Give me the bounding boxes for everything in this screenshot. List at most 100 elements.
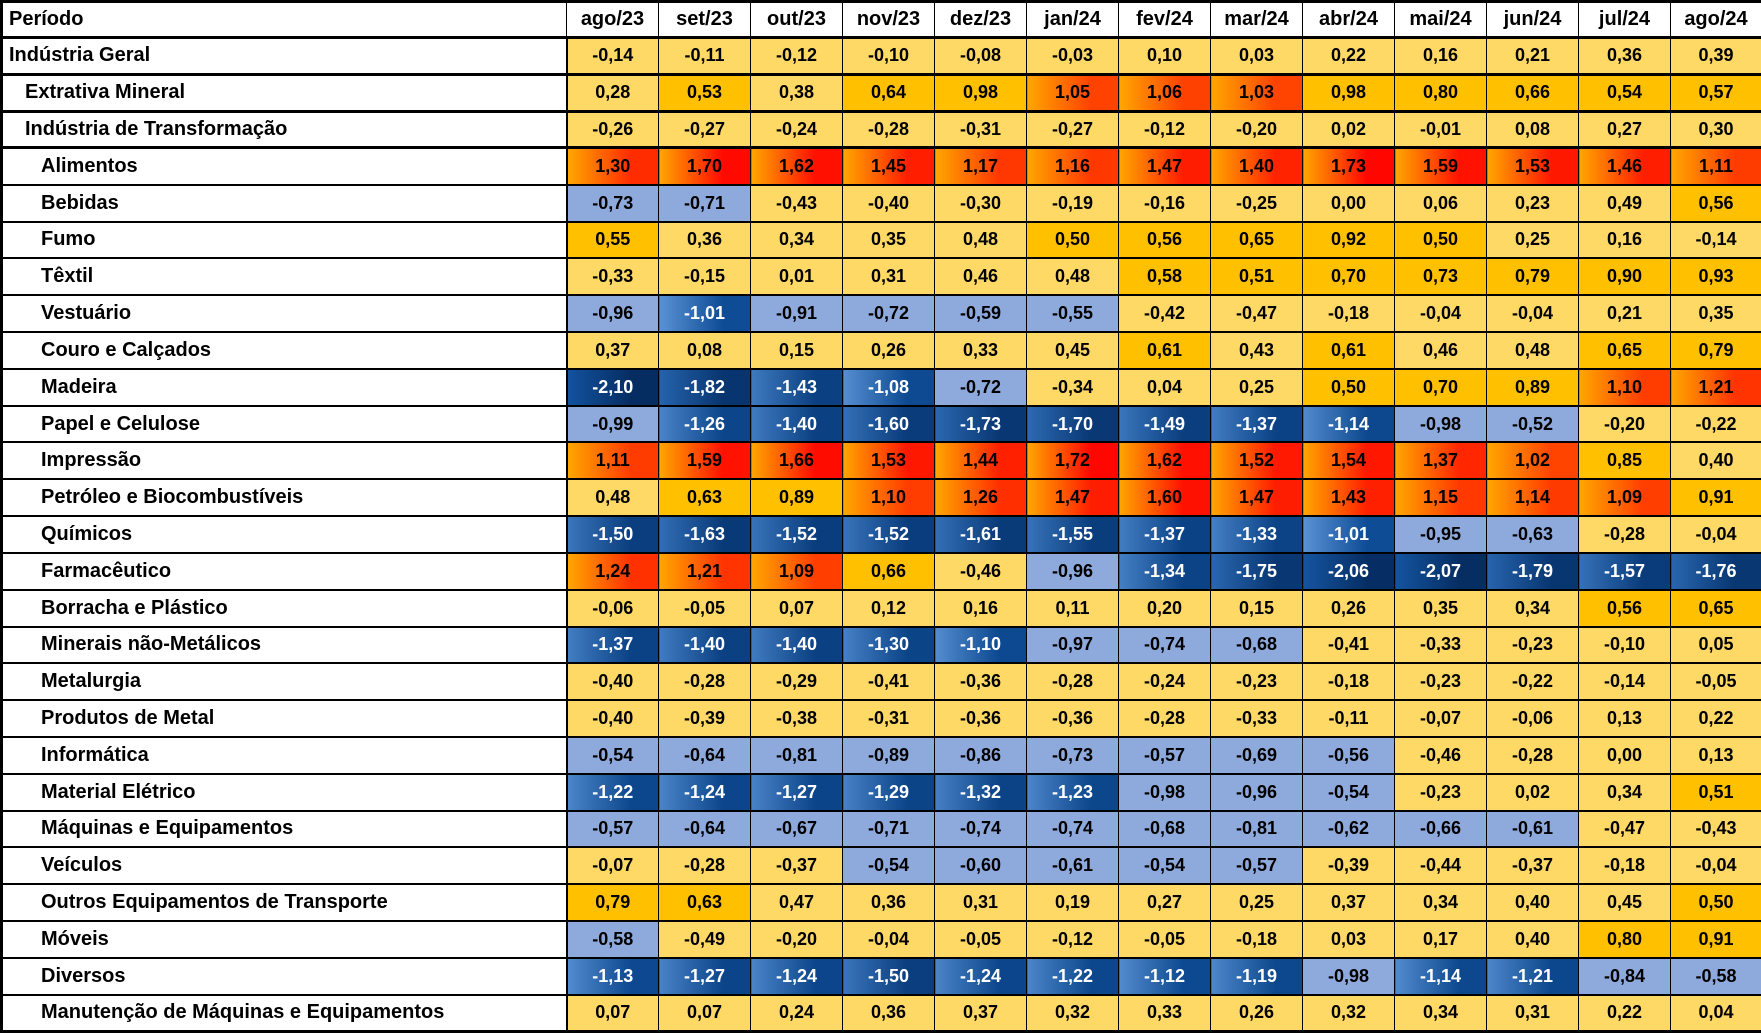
row-label[interactable]: Minerais não-Metálicos <box>1 626 567 665</box>
heatmap-cell[interactable]: 1,47 <box>1118 147 1211 186</box>
heatmap-cell[interactable]: -0,41 <box>842 663 935 702</box>
heatmap-cell[interactable]: 0,37 <box>1302 884 1395 922</box>
heatmap-cell[interactable]: -1,26 <box>658 405 751 444</box>
heatmap-cell[interactable]: -0,05 <box>934 921 1027 959</box>
heatmap-cell[interactable]: 0,26 <box>1210 994 1303 1033</box>
heatmap-cell[interactable]: 1,73 <box>1302 147 1395 186</box>
heatmap-cell[interactable]: -0,74 <box>934 810 1027 849</box>
heatmap-cell[interactable]: 1,10 <box>842 479 935 518</box>
heatmap-cell[interactable]: -0,73 <box>565 184 659 223</box>
heatmap-cell[interactable]: -1,52 <box>750 516 843 554</box>
heatmap-cell[interactable]: 0,54 <box>1578 74 1671 113</box>
heatmap-cell[interactable]: -0,69 <box>1210 736 1303 775</box>
heatmap-cell[interactable]: -0,49 <box>658 921 751 959</box>
heatmap-cell[interactable]: -0,10 <box>842 37 935 76</box>
heatmap-cell[interactable]: -0,57 <box>1210 847 1303 886</box>
heatmap-cell[interactable]: -0,22 <box>1486 663 1579 702</box>
heatmap-cell[interactable]: -0,12 <box>1026 921 1119 959</box>
heatmap-cell[interactable]: 0,53 <box>658 74 751 113</box>
row-label[interactable]: Produtos de Metal <box>1 700 567 738</box>
column-header-fev-24[interactable]: fev/24 <box>1118 1 1211 39</box>
heatmap-cell[interactable]: 0,66 <box>1486 74 1579 113</box>
heatmap-cell[interactable]: 0,93 <box>1670 258 1761 297</box>
row-label[interactable]: Impressão <box>1 442 567 481</box>
heatmap-cell[interactable]: 0,65 <box>1578 332 1671 370</box>
heatmap-cell[interactable]: 1,10 <box>1578 368 1671 407</box>
heatmap-cell[interactable]: 0,03 <box>1210 37 1303 76</box>
heatmap-cell[interactable]: 1,62 <box>1118 442 1211 481</box>
heatmap-cell[interactable]: -0,04 <box>1486 295 1579 333</box>
heatmap-cell[interactable]: 0,06 <box>1394 184 1487 223</box>
heatmap-cell[interactable]: 0,40 <box>1670 442 1761 481</box>
heatmap-cell[interactable]: -0,57 <box>1118 736 1211 775</box>
heatmap-cell[interactable]: 1,11 <box>565 442 659 481</box>
heatmap-cell[interactable]: 0,21 <box>1486 37 1579 76</box>
heatmap-cell[interactable]: 0,35 <box>842 221 935 260</box>
heatmap-cell[interactable]: -0,54 <box>1302 773 1395 812</box>
heatmap-cell[interactable]: 0,51 <box>1210 258 1303 297</box>
heatmap-cell[interactable]: 0,34 <box>1486 589 1579 628</box>
heatmap-cell[interactable]: 1,53 <box>842 442 935 481</box>
heatmap-cell[interactable]: 1,30 <box>565 147 659 186</box>
heatmap-cell[interactable]: -0,15 <box>658 258 751 297</box>
heatmap-cell[interactable]: -0,28 <box>1578 516 1671 554</box>
heatmap-cell[interactable]: -0,06 <box>1486 700 1579 738</box>
heatmap-cell[interactable]: 1,09 <box>1578 479 1671 518</box>
heatmap-cell[interactable]: 0,34 <box>750 221 843 260</box>
row-label[interactable]: Petróleo e Biocombustíveis <box>1 479 567 518</box>
heatmap-cell[interactable]: -0,12 <box>750 37 843 76</box>
heatmap-cell[interactable]: -0,95 <box>1394 516 1487 554</box>
heatmap-cell[interactable]: -0,14 <box>1670 221 1761 260</box>
heatmap-cell[interactable]: -1,70 <box>1026 405 1119 444</box>
heatmap-cell[interactable]: -0,98 <box>1394 405 1487 444</box>
row-label[interactable]: Borracha e Plástico <box>1 589 567 628</box>
heatmap-cell[interactable]: 0,89 <box>1486 368 1579 407</box>
heatmap-cell[interactable]: 0,00 <box>1302 184 1395 223</box>
heatmap-cell[interactable]: 0,51 <box>1670 773 1761 812</box>
heatmap-cell[interactable]: 0,35 <box>1670 295 1761 333</box>
heatmap-cell[interactable]: -0,81 <box>1210 810 1303 849</box>
heatmap-cell[interactable]: 1,16 <box>1026 147 1119 186</box>
column-header-abr-24[interactable]: abr/24 <box>1302 1 1395 39</box>
heatmap-cell[interactable]: 0,22 <box>1578 994 1671 1033</box>
heatmap-cell[interactable]: 0,50 <box>1394 221 1487 260</box>
heatmap-cell[interactable]: -0,23 <box>1394 773 1487 812</box>
heatmap-cell[interactable]: 1,26 <box>934 479 1027 518</box>
heatmap-cell[interactable]: 0,13 <box>1578 700 1671 738</box>
heatmap-cell[interactable]: 0,92 <box>1302 221 1395 260</box>
heatmap-cell[interactable]: 0,25 <box>1210 368 1303 407</box>
heatmap-cell[interactable]: -0,14 <box>1578 663 1671 702</box>
heatmap-cell[interactable]: -0,56 <box>1302 736 1395 775</box>
heatmap-cell[interactable]: -1,79 <box>1486 552 1579 591</box>
heatmap-cell[interactable]: -1,49 <box>1118 405 1211 444</box>
heatmap-cell[interactable]: -0,18 <box>1578 847 1671 886</box>
heatmap-cell[interactable]: -0,73 <box>1026 736 1119 775</box>
heatmap-cell[interactable]: -1,30 <box>842 626 935 665</box>
heatmap-cell[interactable]: -0,74 <box>1118 626 1211 665</box>
heatmap-cell[interactable]: 0,39 <box>1670 37 1761 76</box>
heatmap-cell[interactable]: -0,64 <box>658 736 751 775</box>
heatmap-cell[interactable]: -0,22 <box>1670 405 1761 444</box>
heatmap-cell[interactable]: -0,67 <box>750 810 843 849</box>
heatmap-cell[interactable]: 0,15 <box>750 332 843 370</box>
heatmap-cell[interactable]: -0,33 <box>565 258 659 297</box>
heatmap-cell[interactable]: -0,43 <box>1670 810 1761 849</box>
heatmap-cell[interactable]: -0,11 <box>1302 700 1395 738</box>
heatmap-cell[interactable]: -0,05 <box>1118 921 1211 959</box>
heatmap-cell[interactable]: -1,27 <box>658 957 751 996</box>
heatmap-cell[interactable]: 1,45 <box>842 147 935 186</box>
heatmap-cell[interactable]: -0,96 <box>565 295 659 333</box>
heatmap-cell[interactable]: -1,40 <box>750 405 843 444</box>
heatmap-cell[interactable]: 1,37 <box>1394 442 1487 481</box>
heatmap-cell[interactable]: 0,02 <box>1486 773 1579 812</box>
heatmap-cell[interactable]: -0,47 <box>1578 810 1671 849</box>
heatmap-cell[interactable]: 0,65 <box>1210 221 1303 260</box>
heatmap-cell[interactable]: 0,70 <box>1302 258 1395 297</box>
heatmap-cell[interactable]: -0,59 <box>934 295 1027 333</box>
heatmap-cell[interactable]: -0,18 <box>1302 663 1395 702</box>
heatmap-cell[interactable]: -1,27 <box>750 773 843 812</box>
heatmap-cell[interactable]: 1,47 <box>1210 479 1303 518</box>
heatmap-cell[interactable]: -0,40 <box>842 184 935 223</box>
row-label[interactable]: Couro e Calçados <box>1 332 567 370</box>
heatmap-cell[interactable]: -0,86 <box>934 736 1027 775</box>
